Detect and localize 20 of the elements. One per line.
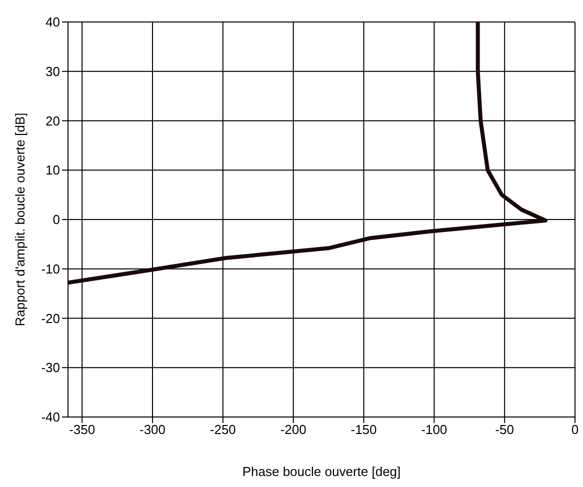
x-tick-label: -350 xyxy=(69,422,96,438)
y-tick-label: 30 xyxy=(46,64,60,79)
x-tick-label: -50 xyxy=(495,422,514,438)
x-tick-label: -150 xyxy=(350,422,377,438)
y-tick-label: 0 xyxy=(52,212,60,228)
line-series xyxy=(68,22,548,285)
y-tick-label: -30 xyxy=(41,360,60,376)
y-tick-label: -10 xyxy=(41,261,60,276)
y-tick-label: 40 xyxy=(46,14,60,30)
x-tick-label: -100 xyxy=(421,422,448,438)
y-tick-label: 20 xyxy=(46,113,60,128)
x-tick-label: -250 xyxy=(210,422,236,438)
y-tick-label: -20 xyxy=(41,310,60,326)
y-tick-label: -40 xyxy=(41,410,60,425)
x-tick-label: 0 xyxy=(571,422,579,438)
x-tick-label: -200 xyxy=(280,422,306,438)
x-tick-label: -300 xyxy=(139,422,166,438)
x-axis-title: Phase boucle ouverte [deg] xyxy=(242,464,401,480)
y-axis-title: Rapport d'amplit. boucle ouverte [dB] xyxy=(12,112,28,326)
y-tick-label: 10 xyxy=(46,162,60,178)
